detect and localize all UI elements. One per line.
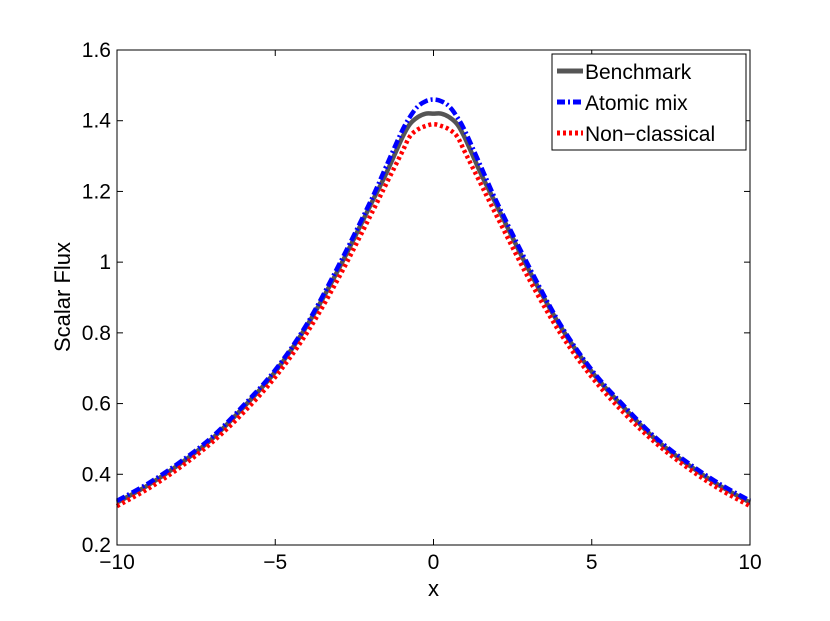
y-tick-label: 0.6 <box>82 393 111 416</box>
x-tick-label: −5 <box>263 551 287 574</box>
series-line-atomic-mix <box>115 97 752 503</box>
ticks-layer: −10 −5 0 5 10 0.2 0.4 0.6 0.8 1 1.2 1.4 1.6 <box>82 39 762 574</box>
x-tick-label: 10 <box>738 551 761 574</box>
y-tick-label: 1.4 <box>82 110 112 133</box>
y-tick-label: 1.6 <box>82 39 111 62</box>
y-tick-label: 0.8 <box>82 322 111 345</box>
x-tick-label: 5 <box>586 551 598 574</box>
series-line-non-classical <box>115 122 752 509</box>
x-tick-label: 0 <box>428 551 440 574</box>
legend-label-benchmark: Benchmark <box>585 61 692 84</box>
y-tick-label: 1 <box>99 251 111 274</box>
y-tick-label: 1.2 <box>82 180 111 203</box>
legend-label-non-classical: Non−classical <box>585 123 715 146</box>
legend-label-atomic-mix: Atomic mix <box>585 92 688 115</box>
plot-frame <box>116 49 751 546</box>
y-tick-label: 0.4 <box>82 463 112 486</box>
y-axis-label: Scalar Flux <box>50 242 75 352</box>
x-tick-label: −10 <box>99 551 135 574</box>
y-tick-label: 0.2 <box>82 534 111 557</box>
legend-box <box>551 53 747 151</box>
legend: Benchmark Atomic mix Non−classical <box>551 53 747 151</box>
x-axis-label: x <box>428 576 439 601</box>
series-layer <box>115 97 752 509</box>
